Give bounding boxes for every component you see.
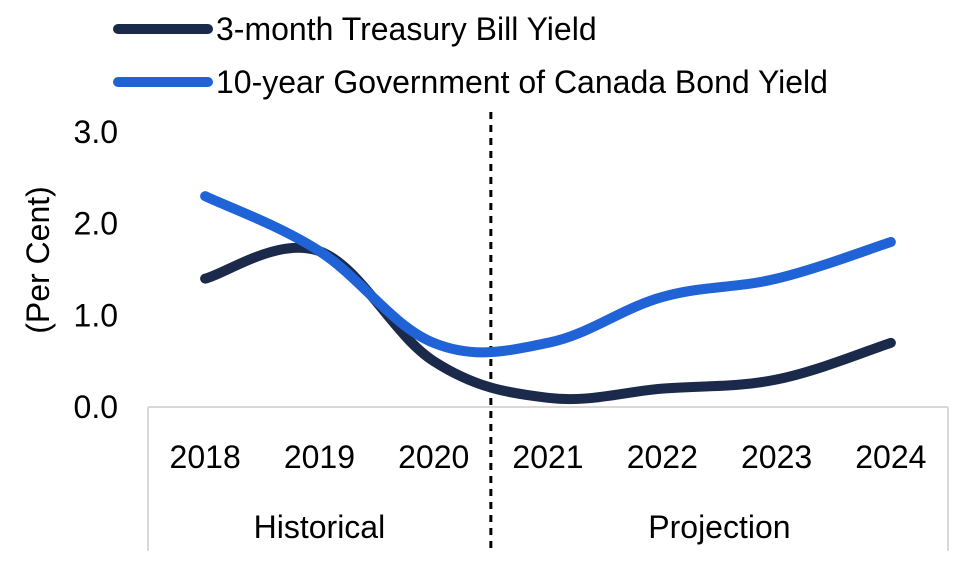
legend-label-tbill: 3-month Treasury Bill Yield	[216, 11, 597, 47]
x-tick-label: 2023	[741, 439, 812, 475]
x-tick-label: 2020	[398, 439, 469, 475]
legend-label-bond: 10-year Government of Canada Bond Yield	[216, 64, 828, 100]
group-label: Projection	[648, 509, 790, 545]
x-tick-label: 2022	[627, 439, 698, 475]
category-groups: Historical Projection	[254, 509, 791, 545]
x-tick-label: 2018	[170, 439, 241, 475]
series-lines	[200, 191, 896, 405]
series-line-bond	[200, 191, 896, 358]
y-tick-label: 2.0	[74, 206, 118, 242]
x-ticks: 2018 2019 2020 2021 2022 2023 2024	[170, 439, 927, 475]
y-tick-label: 1.0	[74, 297, 118, 333]
series-line-tbill	[200, 242, 896, 405]
y-tick-label: 3.0	[74, 114, 118, 150]
group-label: Historical	[254, 509, 386, 545]
y-ticks: 0.0 1.0 2.0 3.0	[74, 114, 118, 425]
y-tick-label: 0.0	[74, 389, 118, 425]
x-tick-label: 2019	[284, 439, 355, 475]
x-tick-label: 2021	[512, 439, 583, 475]
x-tick-label: 2024	[855, 439, 926, 475]
category-axis-frame	[147, 406, 949, 551]
y-axis-label: (Per Cent)	[20, 186, 56, 334]
legend: 3-month Treasury Bill Yield 10-year Gove…	[113, 11, 828, 100]
